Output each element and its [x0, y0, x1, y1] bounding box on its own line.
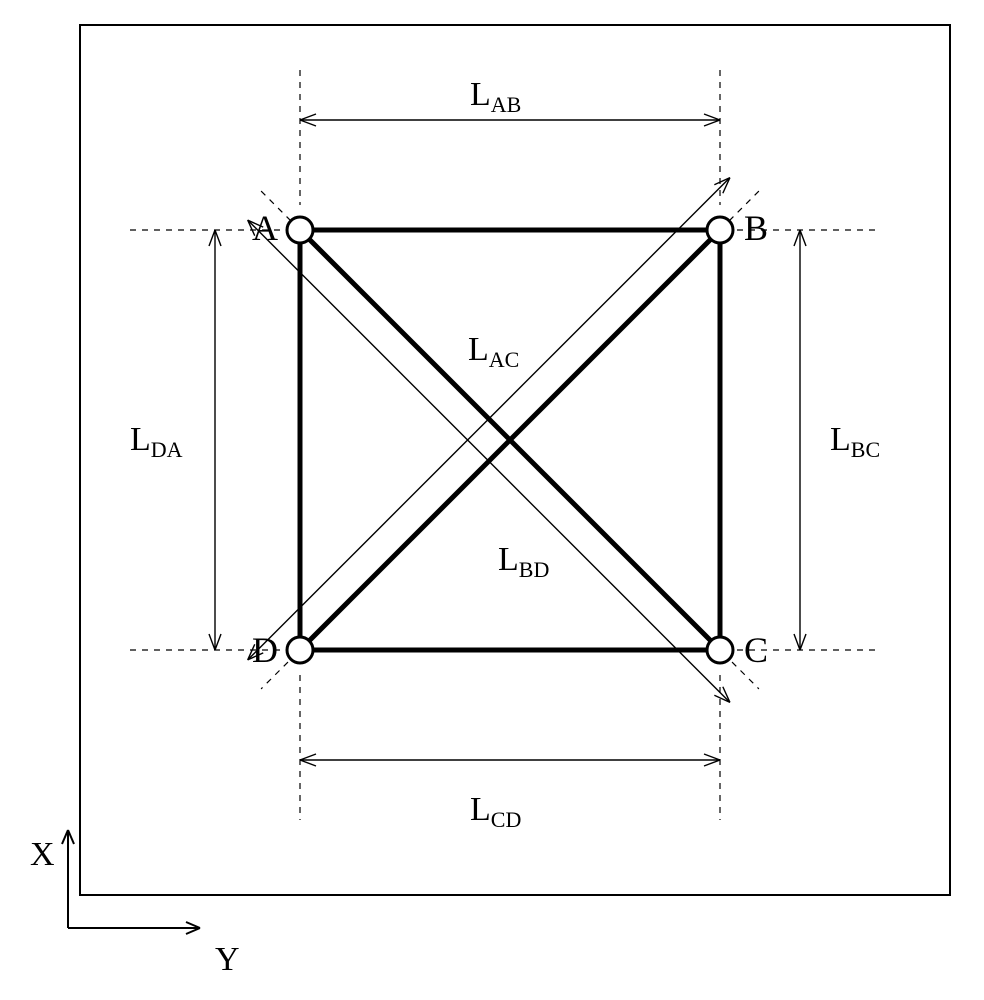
axis-label-x: X — [30, 836, 55, 873]
node-label-c: C — [744, 630, 768, 670]
axis-label-y: Y — [215, 941, 240, 978]
dim-label-l_bd: LBD — [498, 541, 549, 582]
dim-label-l_cd: LCD — [470, 791, 521, 832]
diagram-svg: ABCDLABLCDLDALBCLACLBDXY — [0, 0, 984, 1000]
node-a — [287, 217, 313, 243]
dim-label-l_da: LDA — [130, 421, 183, 462]
node-b — [707, 217, 733, 243]
dim-label-l_bc: LBC — [830, 421, 880, 462]
node-label-d: D — [252, 630, 278, 670]
dim-label-l_ac: LAC — [468, 331, 519, 372]
outer-frame — [80, 25, 950, 895]
node-d — [287, 637, 313, 663]
node-c — [707, 637, 733, 663]
node-label-b: B — [744, 208, 768, 248]
dim-label-l_ab: LAB — [470, 76, 521, 117]
